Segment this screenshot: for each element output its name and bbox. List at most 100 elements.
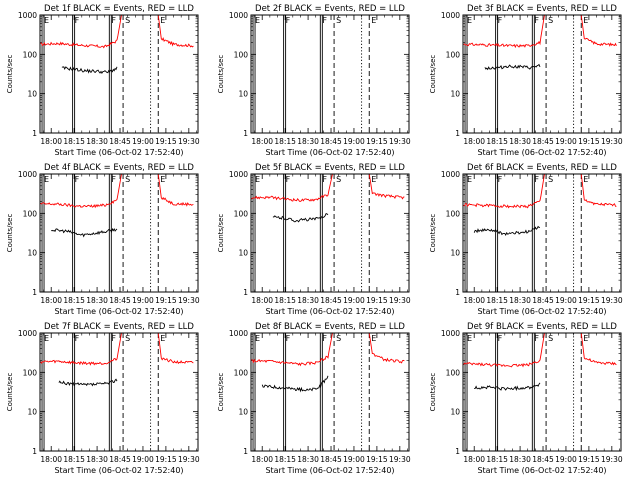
chart-panel: Det 1f BLACK = Events, RED = LLD Counts/s…: [6, 4, 200, 157]
x-tick-label: 19:30: [389, 296, 411, 305]
event-marker-label: E: [255, 334, 260, 343]
x-tick-label: 19:30: [389, 137, 411, 146]
x-tick-label: 19:00: [555, 455, 577, 464]
x-tick-label: 18:45: [532, 455, 554, 464]
event-marker-label: S: [336, 175, 341, 184]
x-tick-label: 19:00: [132, 137, 154, 146]
event-marker-label: E: [160, 175, 165, 184]
x-axis-label: Start Time (06-Oct-02 17:52:40): [477, 148, 606, 157]
x-tick-label: 18:45: [320, 455, 342, 464]
y-tick-label: 100: [23, 368, 38, 377]
x-tick-label: 19:15: [366, 296, 388, 305]
event-marker-label: F: [534, 16, 539, 25]
y-tick-label: 1000: [229, 11, 248, 20]
y-tick-label: 10: [27, 249, 37, 258]
y-tick-label: 100: [446, 50, 461, 59]
event-marker-label: S: [336, 16, 341, 25]
chart-panel: Det 6f BLACK = Events, RED = LLD Counts/s…: [429, 163, 623, 316]
x-tick-label: 18:00: [463, 137, 485, 146]
y-tick-label: 1: [32, 447, 37, 456]
y-tick-label: 1: [32, 288, 37, 297]
y-tick-label: 1000: [18, 170, 37, 179]
x-tick-label: 18:45: [109, 137, 131, 146]
x-tick-label: 18:00: [251, 455, 273, 464]
x-tick-label: 18:30: [86, 455, 108, 464]
y-axis-label: Counts/sec: [429, 373, 437, 412]
event-marker-label: F: [75, 334, 80, 343]
x-axis-label: Start Time (06-Oct-02 17:52:40): [54, 148, 183, 157]
x-tick-label: 18:45: [320, 137, 342, 146]
lld-series-line: [40, 333, 194, 366]
y-tick-label: 1000: [18, 11, 37, 20]
plot-frame: [462, 173, 622, 293]
event-marker-label: E: [467, 175, 472, 184]
x-tick-label: 19:30: [178, 296, 200, 305]
y-tick-label: 1000: [441, 329, 460, 338]
x-tick-label: 19:15: [366, 455, 388, 464]
x-tick-label: 19:15: [366, 137, 388, 146]
plot-frame: [250, 173, 410, 293]
y-tick-label: 100: [23, 50, 38, 59]
event-marker-label: S: [125, 175, 130, 184]
event-marker-label: E: [371, 16, 376, 25]
x-tick-label: 18:30: [297, 137, 319, 146]
x-tick-label: 18:30: [509, 296, 531, 305]
chart-panel: Det 7f BLACK = Events, RED = LLD Counts/s…: [6, 322, 200, 475]
x-tick-label: 18:30: [509, 137, 531, 146]
x-tick-label: 18:30: [86, 137, 108, 146]
plot-frame: [250, 14, 410, 134]
event-marker-label: E: [255, 16, 260, 25]
events-series-line: [473, 225, 541, 236]
x-tick-label: 18:15: [486, 296, 508, 305]
event-marker-label: S: [125, 16, 130, 25]
x-tick-label: 19:30: [601, 455, 623, 464]
event-marker-label: F: [534, 175, 539, 184]
y-tick-label: 10: [27, 90, 37, 99]
x-tick-label: 19:15: [578, 137, 600, 146]
y-tick-label: 100: [234, 368, 249, 377]
event-marker-label: E: [583, 16, 588, 25]
event-marker-label: E: [467, 16, 472, 25]
x-tick-label: 19:15: [155, 296, 177, 305]
x-tick-label: 19:15: [578, 455, 600, 464]
event-marker-label: F: [534, 334, 539, 343]
y-axis-label: Counts/sec: [6, 214, 14, 253]
chart-panel: Det 3f BLACK = Events, RED = LLD Counts/s…: [429, 4, 623, 157]
x-tick-label: 19:15: [155, 455, 177, 464]
event-marker-label: F: [286, 334, 291, 343]
y-tick-label: 1000: [229, 329, 248, 338]
event-marker-label: S: [336, 334, 341, 343]
x-tick-label: 18:30: [509, 455, 531, 464]
y-tick-label: 100: [446, 368, 461, 377]
event-marker-label: E: [44, 334, 49, 343]
panel-title: Det 8f BLACK = Events, RED = LLD: [255, 322, 405, 332]
plot-frame: [39, 332, 199, 452]
events-series-line: [484, 63, 541, 71]
x-tick-label: 18:45: [109, 296, 131, 305]
lld-series-line: [251, 174, 405, 202]
event-marker-label: S: [548, 334, 553, 343]
y-axis-label: Counts/sec: [217, 55, 225, 94]
y-tick-label: 1: [455, 288, 460, 297]
event-marker-label: F: [498, 334, 503, 343]
y-axis-label: Counts/sec: [429, 214, 437, 253]
lld-series-line: [251, 333, 405, 367]
events-series-line: [61, 66, 118, 74]
x-tick-label: 19:30: [178, 137, 200, 146]
y-tick-label: 10: [450, 90, 460, 99]
x-tick-label: 19:30: [178, 455, 200, 464]
y-tick-label: 10: [450, 249, 460, 258]
event-marker-label: S: [548, 16, 553, 25]
x-tick-label: 19:30: [601, 137, 623, 146]
event-marker-label: E: [44, 16, 49, 25]
x-axis-label: Start Time (06-Oct-02 17:52:40): [265, 466, 394, 475]
x-tick-label: 18:00: [40, 296, 62, 305]
x-axis-label: Start Time (06-Oct-02 17:52:40): [265, 307, 394, 316]
event-marker-label: S: [548, 175, 553, 184]
y-tick-label: 1: [455, 129, 460, 138]
y-tick-label: 10: [238, 249, 248, 258]
x-tick-label: 19:30: [389, 455, 411, 464]
y-tick-label: 1: [243, 288, 248, 297]
event-marker-label: E: [467, 334, 472, 343]
